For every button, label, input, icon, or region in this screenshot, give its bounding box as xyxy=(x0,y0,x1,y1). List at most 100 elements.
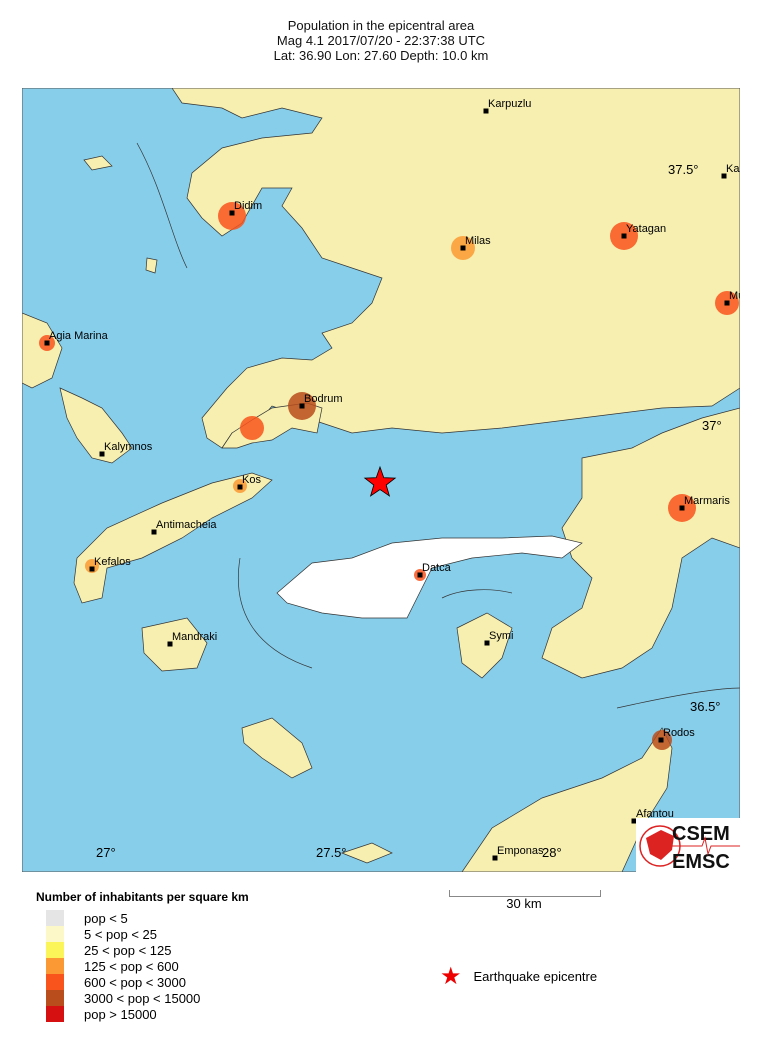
legend-swatch xyxy=(46,974,64,990)
land xyxy=(22,88,740,872)
town-marker xyxy=(99,451,105,457)
town-label: Didim xyxy=(234,200,262,212)
town-label: Datca xyxy=(422,562,452,574)
town-marker xyxy=(484,640,490,646)
town-mu: Mu xyxy=(724,290,740,306)
legend-swatch xyxy=(46,1006,64,1022)
legend-label: 600 < pop < 3000 xyxy=(84,974,186,990)
town-milas: Milas xyxy=(460,235,491,251)
scale-label: 30 km xyxy=(506,896,542,911)
legend-label: 5 < pop < 25 xyxy=(84,926,158,942)
epicentre-legend: ★ Earthquake epicentre xyxy=(440,962,597,991)
legend-swatch xyxy=(46,990,64,1006)
longitude-label: 27° xyxy=(96,845,116,860)
legend-label: 3000 < pop < 15000 xyxy=(84,990,201,1006)
event-location: Lat: 36.90 Lon: 27.60 Depth: 10.0 km xyxy=(273,48,489,63)
legend-swatch xyxy=(46,958,64,974)
legend-label: pop > 15000 xyxy=(84,1006,157,1022)
csem-emsc-logo[interactable]: CSEM EMSC xyxy=(636,818,740,873)
star-icon: ★ xyxy=(440,963,462,990)
legend-label: 25 < pop < 125 xyxy=(84,942,172,958)
latitude-label: 37° xyxy=(702,418,722,433)
town-agia-marina: Agia Marina xyxy=(44,330,109,346)
town-marker xyxy=(658,737,664,743)
legend-item: pop > 15000 xyxy=(46,1006,157,1022)
legend-item: pop < 5 xyxy=(46,910,128,926)
town-label: Marmaris xyxy=(684,495,730,507)
legend-swatch xyxy=(46,942,64,958)
town-ka: Ka xyxy=(721,163,740,179)
bathymetry-lines xyxy=(136,142,740,709)
legend-label: 125 < pop < 600 xyxy=(84,958,179,974)
town-antimacheia: Antimacheia xyxy=(151,519,217,535)
town-symi: Symi xyxy=(484,630,513,646)
legend-item: 5 < pop < 25 xyxy=(46,926,157,942)
legend-item: 3000 < pop < 15000 xyxy=(46,990,200,1006)
event-info: Mag 4.1 2017/07/20 - 22:37:38 UTC xyxy=(276,33,486,48)
epicentre-label: Earthquake epicentre xyxy=(473,969,598,984)
svg-text:EMSC: EMSC xyxy=(672,851,730,872)
town-marker xyxy=(299,403,305,409)
latitude-label: 37.5° xyxy=(668,162,699,177)
town-afantou: Afantou xyxy=(631,808,674,824)
town-label: Emponas xyxy=(497,845,544,857)
epicentre-star xyxy=(363,465,397,497)
town-marker xyxy=(229,210,235,216)
town-kos: Kos xyxy=(237,474,261,490)
town-marker xyxy=(151,529,157,535)
town-label: Ka xyxy=(726,163,740,175)
town-marker xyxy=(631,818,637,824)
town-label: Agia Marina xyxy=(49,330,109,342)
town-label: Afantou xyxy=(636,808,674,820)
town-yatagan: Yatagan xyxy=(621,223,666,239)
town-emponas: Emponas xyxy=(492,845,544,861)
town-marker xyxy=(237,484,243,490)
town-label: Rodos xyxy=(663,727,695,739)
town-kalymnos: Kalymnos xyxy=(99,441,153,457)
town-label: Symi xyxy=(489,630,513,642)
longitude-label: 27.5° xyxy=(316,845,347,860)
town-datca: Datca xyxy=(417,562,452,578)
town-marker xyxy=(721,173,727,179)
legend-item: 125 < pop < 600 xyxy=(46,958,179,974)
town-label: Kalymnos xyxy=(104,441,153,453)
legend-item: 600 < pop < 3000 xyxy=(46,974,186,990)
town-marker xyxy=(167,641,173,647)
town-marker xyxy=(483,108,489,114)
town-label: Mandraki xyxy=(172,631,217,643)
town-marker xyxy=(44,340,50,346)
town-marker xyxy=(460,245,466,251)
legend-title: Number of inhabitants per square km xyxy=(36,890,249,904)
town-marker xyxy=(724,300,730,306)
town-mandraki: Mandraki xyxy=(167,631,217,647)
latitude-label: 36.5° xyxy=(690,699,721,714)
town-label: Kefalos xyxy=(94,556,131,568)
legend-label: pop < 5 xyxy=(84,910,128,926)
town-bodrum: Bodrum xyxy=(299,393,343,409)
legend-swatch xyxy=(46,910,64,926)
town-label: Bodrum xyxy=(304,393,343,405)
town-rodos: Rodos xyxy=(658,727,695,743)
legend-item: 25 < pop < 125 xyxy=(46,942,171,958)
town-label: Mu xyxy=(729,290,740,302)
svg-text:CSEM: CSEM xyxy=(672,823,730,845)
town-label: Karpuzlu xyxy=(488,98,531,110)
town-label: Antimacheia xyxy=(156,519,217,531)
town-kefalos: Kefalos xyxy=(89,556,131,572)
scale-bar xyxy=(449,890,601,897)
town-marker xyxy=(417,572,423,578)
town-marker xyxy=(492,855,498,861)
town-marker xyxy=(621,233,627,239)
town-label: Kos xyxy=(242,474,261,486)
town-marmaris: Marmaris xyxy=(679,495,730,511)
town-didim: Didim xyxy=(229,200,262,216)
town-karpuzlu: Karpuzlu xyxy=(483,98,531,114)
map-title: Population in the epicentral area xyxy=(287,18,475,33)
town-label: Milas xyxy=(465,235,491,247)
town-marker xyxy=(679,505,685,511)
town-label: Yatagan xyxy=(626,223,666,235)
legend-swatch xyxy=(46,926,64,942)
population-map[interactable]: Karpuzlu Ka Didim Milas Yatagan Mu Agia Marina… xyxy=(22,88,740,872)
town-marker xyxy=(89,566,95,572)
longitude-label: 28° xyxy=(542,845,562,860)
